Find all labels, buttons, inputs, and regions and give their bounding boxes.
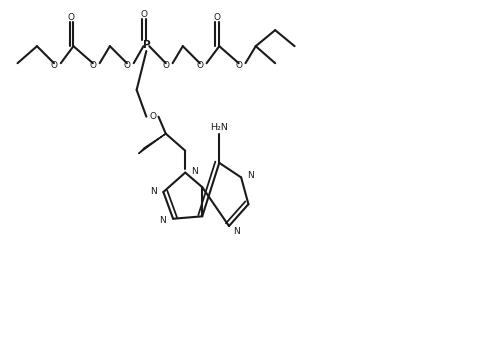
Text: H₂N: H₂N (210, 123, 228, 132)
Text: N: N (247, 172, 254, 181)
Text: N: N (233, 228, 240, 236)
Text: O: O (141, 10, 148, 19)
Text: O: O (90, 61, 96, 70)
Text: P: P (143, 40, 150, 50)
Text: N: N (159, 216, 166, 225)
Text: N: N (150, 187, 157, 196)
Text: O: O (214, 13, 221, 21)
Text: N: N (191, 167, 198, 176)
Text: O: O (149, 112, 156, 121)
Polygon shape (139, 134, 166, 154)
Text: O: O (68, 13, 75, 21)
Text: O: O (162, 61, 169, 70)
Text: O: O (196, 61, 203, 70)
Text: O: O (123, 61, 130, 70)
Text: O: O (235, 61, 242, 70)
Text: O: O (51, 61, 58, 70)
